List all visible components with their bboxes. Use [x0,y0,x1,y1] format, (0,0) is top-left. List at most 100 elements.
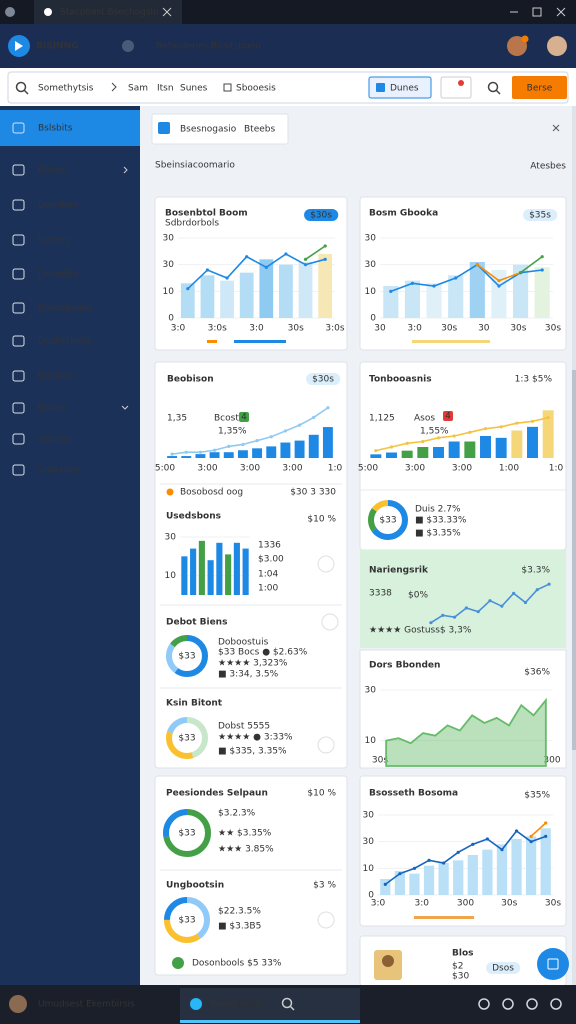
round-button [321,613,339,631]
sidebar-icon [12,122,25,134]
bar [380,879,391,895]
action-button[interactable] [512,76,567,99]
progress [234,340,286,343]
panel-badge: $10 % [307,789,336,799]
sidebar-item[interactable]: Vnorebes [38,466,81,476]
donut-segment [166,717,208,759]
x-tick-label: 30s [545,324,561,334]
sidebar-item[interactable]: Doonbes [38,201,78,211]
donut-center: $33 [178,916,195,926]
tab[interactable]: Bsesnogasio [180,125,237,135]
line-point [245,255,249,259]
line-point [452,434,456,438]
legend-text: $22.3.5% [218,907,261,917]
bar [239,272,254,318]
sidebar-item[interactable]: Eoolbots [38,372,77,382]
line [187,253,326,290]
sidebar-item[interactable]: Dushotibsts [38,337,91,347]
legend-text: ★★★★ Gostuss$ 3,3% [369,626,472,636]
line-point [269,435,273,439]
line-point [436,436,441,440]
legend-text: 1:00 [258,584,278,594]
sidebar-item[interactable]: Debodbs [38,270,78,280]
sidebar-icon [12,302,25,314]
sidebar-item[interactable]: Elsons [38,404,67,414]
sidebar-item[interactable]: Banes [38,166,66,176]
bar [469,262,485,318]
donut-center: $33 [178,734,195,744]
toolbar-item[interactable]: Sunes [180,84,208,94]
toolbar-item[interactable]: Sam [128,84,148,94]
bar [464,441,476,458]
tab[interactable]: Bteebs [244,125,275,135]
line-point [488,599,492,603]
toolbar-item[interactable]: Sbooesis [236,84,276,94]
panel-footer: Dosonbools $5 33% [192,959,282,969]
toolbar-button-label[interactable]: Dunes [390,84,419,94]
area [385,697,547,767]
x-tick-label: 3:00 [240,464,260,474]
sidebar-item[interactable]: Bslsbits [38,124,73,134]
line-point [546,416,550,420]
big-value: 1,125 [369,414,395,424]
panel-title: Bosenbtol Boom [165,209,248,219]
sidebar-icon [12,335,25,347]
bar [423,865,435,895]
line-point [412,866,417,870]
sidebar-item[interactable]: Uames [38,236,69,246]
panel-badge: $35% [524,791,550,801]
legend-text: Doboostuis [218,638,269,648]
sidebar [0,106,140,986]
bar [386,452,397,458]
line-point [512,591,516,595]
panel-badge: $3 % [313,881,336,891]
line-point [544,834,548,838]
notification-button[interactable] [440,76,472,99]
line-point [530,419,535,423]
x-tick-label: 3:00 [282,464,302,474]
sub-value: $0% [408,591,428,601]
line-point [452,615,457,619]
taskbar-app[interactable] [180,988,360,1021]
panel-badge: $10 % [307,515,336,525]
big-value: 1,35 [167,414,187,424]
legend-text: 1336 [258,541,281,551]
footer-icon [172,957,184,969]
line-point [303,257,308,261]
header-dot [122,40,134,52]
header [0,24,576,68]
panel-title: Bsosseth Bosoma [369,789,458,799]
chip-bg [443,411,453,421]
search-text[interactable]: Somethytsis [38,84,94,94]
value-chip: 4 [445,412,451,422]
donut-segment [164,897,210,943]
progress [414,916,474,919]
close [556,7,566,17]
round-button [317,911,335,929]
sidebar-item[interactable]: Stanlss [38,435,71,445]
line-point [264,265,268,269]
y-tick-label: 0 [370,314,376,324]
progress [412,340,490,343]
legend-text: Duis 2.7% [415,505,461,515]
toolbar-button[interactable] [368,76,432,99]
badge-bg [304,209,339,221]
search-icon-handle [289,1005,295,1011]
taskbar-app-label[interactable]: Bhodbloste [210,1000,261,1010]
sub-value: 1,55% [420,427,449,437]
legend-text: ★★ $3.35% [218,829,272,839]
legend-text: ■ $3.35% [415,529,461,539]
fab[interactable] [537,948,569,980]
taskbar-app-indicator [180,1020,360,1023]
sidebar-item[interactable]: Besoogsnes [38,304,92,314]
page-link[interactable]: Atesbes [530,162,566,172]
toolbar-item[interactable]: Itsn [157,84,174,94]
donut-segment [163,809,211,857]
line-point [184,450,188,454]
action-button-label[interactable]: Berse [527,84,553,94]
bar [216,542,223,595]
line-point [535,588,539,592]
brand: BISINNG [36,42,79,52]
y-tick-label: 30 [365,234,377,244]
bar [453,860,464,895]
